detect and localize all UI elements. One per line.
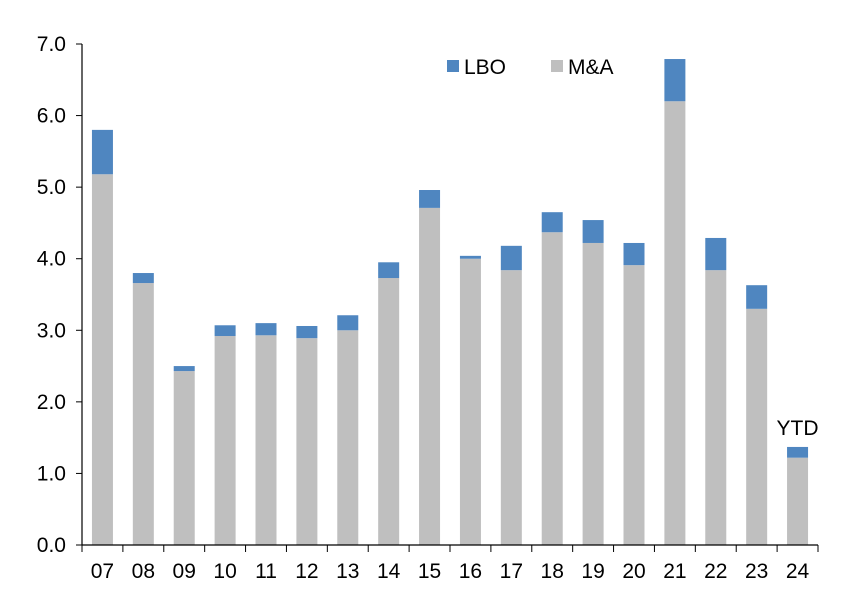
x-tick-label-16: 16 xyxy=(459,560,482,583)
bar-ma-20 xyxy=(623,265,645,545)
x-tick-label-19: 19 xyxy=(581,560,604,583)
x-tick-label-24: 24 xyxy=(786,560,810,583)
axes-group: 07 08 09 10 11 12 13 14 15 16 17 18 19 20 21 22 23 24 0.0 1… xyxy=(37,33,819,583)
bar-ma-15 xyxy=(419,207,441,546)
bar-ma-24 xyxy=(787,457,809,545)
legend-swatch-lbo xyxy=(447,60,459,72)
x-tick-label-21: 21 xyxy=(663,560,686,583)
x-tick-label-08: 08 xyxy=(132,560,155,583)
bar-lbo-16 xyxy=(459,255,481,259)
bar-lbo-22 xyxy=(705,237,727,271)
bar-lbo-12 xyxy=(296,325,318,339)
y-tick-label-1.0: 1.0 xyxy=(37,462,66,485)
bar-lbo-23 xyxy=(746,285,768,309)
bar-ma-14 xyxy=(378,278,400,545)
bar-lbo-10 xyxy=(214,325,236,337)
bar-lbo-24 xyxy=(787,446,809,458)
x-tick-label-18: 18 xyxy=(541,560,564,583)
y-tick-label-5.0: 5.0 xyxy=(37,176,66,199)
legend-label-ma: M&A xyxy=(568,56,614,79)
bar-lbo-11 xyxy=(255,323,277,336)
y-tick-label-4.0: 4.0 xyxy=(37,248,66,271)
bar-lbo-09 xyxy=(173,366,195,372)
x-tick-label-15: 15 xyxy=(418,560,441,583)
x-tick-label-10: 10 xyxy=(213,560,236,583)
legend-swatch-ma xyxy=(551,60,563,72)
x-tick-label-09: 09 xyxy=(173,560,196,583)
bar-ma-10 xyxy=(214,336,236,545)
x-tick-label-13: 13 xyxy=(336,560,359,583)
bar-ma-19 xyxy=(582,242,604,545)
bar-lbo-07 xyxy=(91,129,113,175)
bar-ma-17 xyxy=(500,270,522,545)
bar-ma-08 xyxy=(132,283,154,545)
y-tick-label-0.0: 0.0 xyxy=(37,534,66,557)
x-tick-label-20: 20 xyxy=(622,560,645,583)
x-tick-label-12: 12 xyxy=(295,560,318,583)
bar-ma-22 xyxy=(705,270,727,545)
bar-lbo-18 xyxy=(541,212,563,233)
bars-group xyxy=(91,59,809,546)
bar-ma-11 xyxy=(255,335,277,545)
y-tick-label-7.0: 7.0 xyxy=(37,33,66,56)
y-tick-label-2.0: 2.0 xyxy=(37,391,66,414)
x-tick-label-14: 14 xyxy=(377,560,401,583)
bar-lbo-17 xyxy=(500,245,522,271)
legend-label-lbo: LBO xyxy=(464,56,506,79)
y-tick-label-3.0: 3.0 xyxy=(37,319,66,342)
bar-ma-13 xyxy=(337,330,359,545)
bar-lbo-20 xyxy=(623,242,645,266)
x-tick-label-11: 11 xyxy=(255,560,277,583)
legend: LBO M&A xyxy=(447,56,614,79)
bar-ma-18 xyxy=(541,232,563,546)
x-tick-label-07: 07 xyxy=(91,560,114,583)
bar-lbo-13 xyxy=(337,315,359,331)
bar-ma-21 xyxy=(664,101,686,545)
bar-lbo-14 xyxy=(378,262,400,279)
x-tick-label-17: 17 xyxy=(500,560,523,583)
bar-ma-16 xyxy=(459,258,481,545)
bar-ma-12 xyxy=(296,338,318,545)
bar-lbo-08 xyxy=(132,273,154,284)
y-tick-label-6.0: 6.0 xyxy=(37,105,66,128)
bar-ma-09 xyxy=(173,371,195,545)
bar-ma-07 xyxy=(91,174,113,545)
x-tick-label-22: 22 xyxy=(704,560,727,583)
x-tick-label-23: 23 xyxy=(745,560,768,583)
ytd-annotation: YTD xyxy=(777,417,819,440)
bar-ma-23 xyxy=(746,308,768,545)
bar-lbo-19 xyxy=(582,220,604,243)
bar-lbo-21 xyxy=(664,59,686,102)
bar-lbo-15 xyxy=(419,190,441,208)
